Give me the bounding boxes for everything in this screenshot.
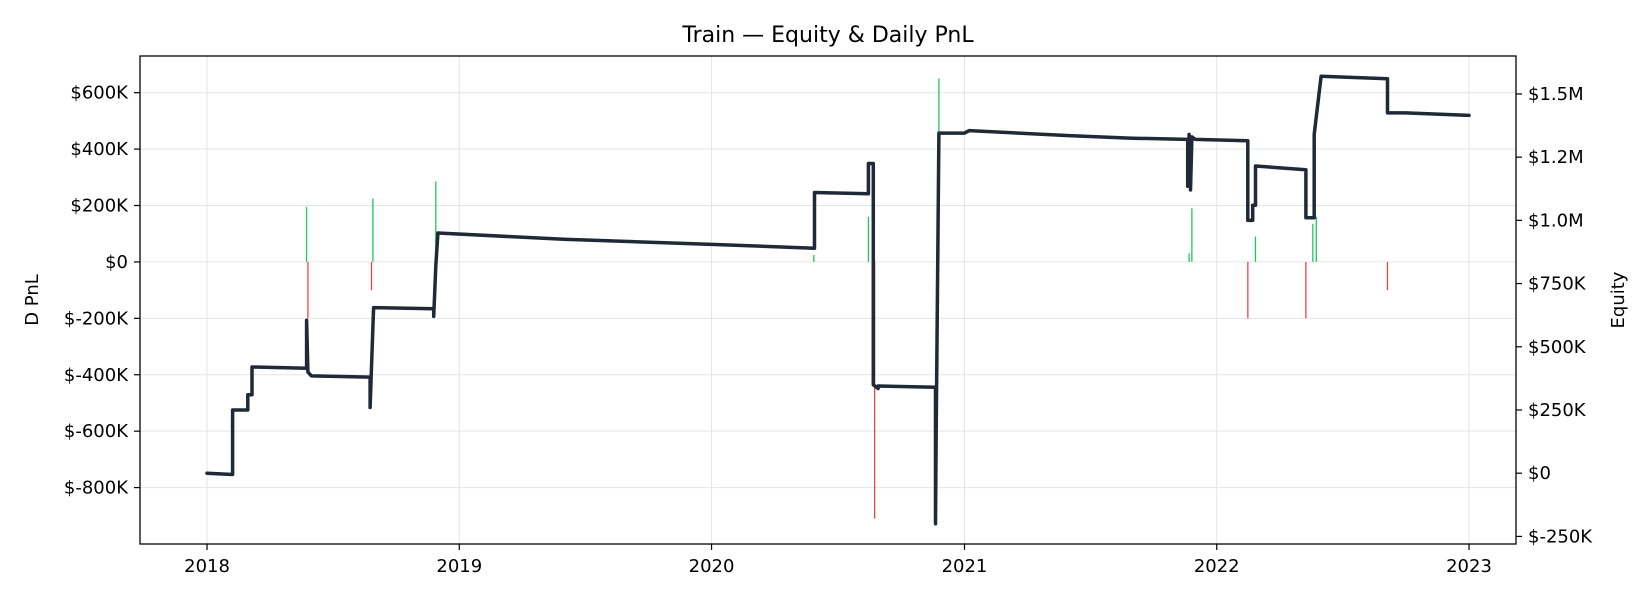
left-tick-label: $-200K [64,308,129,329]
x-tick-label: 2020 [689,556,735,577]
x-tick-label: 2023 [1446,556,1492,577]
right-tick-label: $1.5M [1528,84,1584,105]
right-tick-label: $250K [1528,400,1587,421]
left-y-axis: $600K $400K $200K $0 $-200K $-400K $-600K $-800… [64,83,140,499]
right-axis-title: Equity [1608,271,1629,328]
left-tick-label: $0 [105,252,128,273]
left-tick-label: $-600K [64,421,129,442]
x-tick-label: 2019 [436,556,482,577]
chart-title: Train — Equity & Daily PnL [681,23,974,48]
right-tick-label: $-250K [1528,526,1593,547]
right-tick-label: $0 [1528,463,1551,484]
grid-layer [140,56,1516,544]
right-tick-label: $500K [1528,337,1587,358]
equity-line [205,74,1471,526]
x-tick-label: 2021 [942,556,988,577]
plot-frame [139,55,1517,545]
left-tick-label: $400K [70,139,129,160]
x-axis: 2018 2019 2020 2021 2022 2023 [184,544,1492,577]
right-tick-label: $1.2M [1528,147,1584,168]
x-tick-label: 2018 [184,556,230,577]
right-tick-label: $750K [1528,274,1587,295]
left-axis-title: D PnL [22,274,43,326]
left-tick-label: $-400K [64,365,129,386]
left-tick-label: $-800K [64,478,129,499]
right-tick-label: $1.0M [1528,210,1584,231]
right-y-axis: $1.5M $1.2M $1.0M $750K $500K $250K $0 $-250K [1516,84,1593,547]
x-tick-label: 2022 [1194,556,1240,577]
left-tick-label: $200K [70,196,129,217]
equity-line-layer [205,74,1471,526]
left-tick-label: $600K [70,83,129,104]
